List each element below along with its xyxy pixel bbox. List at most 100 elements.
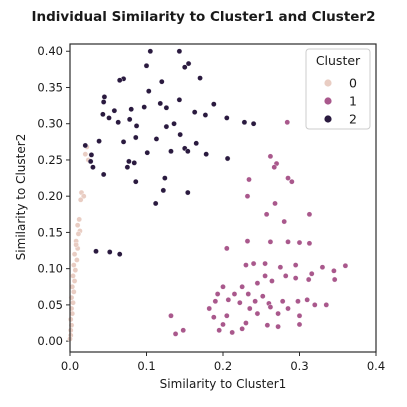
scatter-point-cluster-2 [96, 138, 102, 144]
y-tick-label: 0.20 [37, 189, 63, 203]
scatter-point-cluster-1 [306, 211, 313, 218]
scatter-point-cluster-1 [245, 291, 252, 297]
scatter-point-cluster-2 [193, 140, 200, 147]
scatter-point-cluster-1 [308, 270, 315, 277]
scatter-point-cluster-1 [323, 302, 330, 308]
scatter-point-cluster-2 [128, 106, 134, 113]
scatter-point-cluster-2 [185, 60, 192, 67]
y-tick-label: 0.40 [37, 44, 63, 58]
scatter-point-cluster-2 [171, 120, 177, 127]
scatter-point-cluster-0 [74, 257, 80, 263]
scatter-point-cluster-2 [116, 251, 123, 257]
chart-title: Individual Similarity to Cluster1 and Cl… [32, 9, 376, 25]
scatter-point-cluster-1 [172, 331, 179, 337]
scatter-point-cluster-0 [71, 251, 78, 257]
scatter-point-cluster-1 [246, 176, 252, 183]
scatter-point-cluster-0 [67, 327, 74, 334]
y-tick-label: 0.25 [37, 153, 63, 167]
scatter-point-cluster-1 [252, 298, 258, 305]
scatter-point-cluster-2 [87, 158, 94, 165]
scatter-point-cluster-2 [111, 107, 118, 114]
scatter-point-cluster-2 [163, 104, 170, 111]
scatter-point-cluster-2 [100, 99, 107, 105]
legend-marker-0 [324, 79, 332, 87]
scatter-point-cluster-1 [206, 305, 213, 312]
scatter-point-cluster-2 [203, 151, 209, 157]
scatter-point-cluster-0 [73, 241, 79, 248]
scatter-point-cluster-1 [292, 275, 299, 281]
scatter-point-cluster-1 [271, 164, 278, 170]
scatter-point-cluster-2 [126, 116, 133, 123]
scatter-point-cluster-1 [275, 310, 281, 317]
scatter-point-cluster-2 [126, 158, 132, 165]
legend-label-2: 2 [349, 112, 357, 127]
scatter-point-cluster-2 [82, 142, 89, 149]
scatter-point-cluster-1 [296, 312, 303, 319]
scatter-point-cluster-2 [116, 77, 123, 84]
scatter-point-cluster-2 [158, 78, 165, 85]
scatter-point-cluster-1 [304, 297, 310, 303]
scatter-point-cluster-2 [143, 62, 150, 69]
scatter-point-cluster-1 [180, 327, 187, 334]
scatter-point-cluster-1 [254, 280, 261, 286]
scatter-point-cluster-1 [254, 310, 261, 317]
y-axis-label: Similarity to Cluster2 [14, 134, 28, 261]
legend-marker-2 [324, 115, 332, 123]
legend-marker-1 [324, 97, 332, 105]
scatter-point-cluster-0 [75, 231, 82, 237]
scatter-point-cluster-0 [76, 216, 82, 223]
scatter-point-cluster-1 [311, 302, 318, 308]
scatter-point-cluster-1 [267, 239, 274, 245]
scatter-point-cluster-1 [262, 273, 268, 279]
scatter-point-cluster-1 [224, 312, 230, 319]
scatter-point-cluster-1 [269, 278, 275, 284]
scatter-point-cluster-2 [176, 97, 183, 103]
scatter-point-cluster-2 [90, 164, 96, 170]
scatter-point-cluster-1 [331, 276, 338, 283]
scatter-point-cluster-1 [168, 312, 174, 319]
scatter-point-cluster-1 [277, 264, 284, 271]
scatter-point-cluster-1 [225, 297, 232, 303]
scatter-point-cluster-0 [71, 278, 78, 284]
scatter-point-cluster-1 [285, 239, 291, 245]
scatter-point-cluster-0 [72, 267, 79, 273]
scatter-point-cluster-1 [243, 262, 249, 268]
legend-box [305, 48, 371, 130]
scatter-point-cluster-1 [263, 211, 270, 218]
scatter-point-cluster-2 [197, 75, 203, 81]
scatter-point-cluster-1 [229, 329, 235, 336]
scatter-point-cluster-2 [141, 104, 147, 110]
scatter-point-cluster-1 [259, 293, 266, 300]
y-tick-label: 0.00 [37, 334, 63, 348]
scatter-point-cluster-1 [231, 291, 238, 297]
scatter-point-cluster-1 [244, 193, 251, 199]
legend-label-1: 1 [349, 94, 357, 109]
x-axis-label: Similarity to Cluster1 [160, 377, 287, 391]
scatter-point-cluster-2 [160, 187, 167, 194]
scatter-point-cluster-2 [132, 134, 139, 141]
scatter-point-cluster-1 [267, 153, 274, 160]
scatter-point-cluster-1 [281, 218, 288, 225]
scatter-point-cluster-2 [176, 48, 183, 55]
x-tick-label: 0.1 [137, 359, 155, 373]
scatter-point-cluster-1 [284, 119, 291, 126]
scatter-point-cluster-1 [220, 321, 226, 328]
scatter-point-cluster-2 [250, 120, 257, 127]
scatter-point-cluster-2 [106, 249, 113, 255]
scatter-point-cluster-1 [285, 305, 291, 312]
scatter-point-cluster-0 [70, 299, 76, 306]
scatter-point-cluster-0 [77, 197, 84, 203]
scatter-point-cluster-1 [295, 298, 301, 305]
x-tick-label: 0.0 [61, 359, 79, 373]
scatter-point-cluster-1 [296, 321, 303, 328]
scatter-point-cluster-1 [305, 276, 312, 283]
scatter-point-cluster-2 [202, 112, 209, 118]
scatter-point-cluster-2 [132, 178, 139, 185]
scatter-point-cluster-2 [162, 175, 168, 181]
scatter-point-cluster-2 [191, 109, 198, 115]
scatter-point-cluster-2 [120, 139, 127, 145]
scatter-point-cluster-1 [279, 298, 286, 305]
scatter-point-cluster-1 [211, 314, 217, 321]
scatter-point-cluster-1 [264, 322, 271, 328]
scatter-point-cluster-2 [106, 115, 112, 121]
